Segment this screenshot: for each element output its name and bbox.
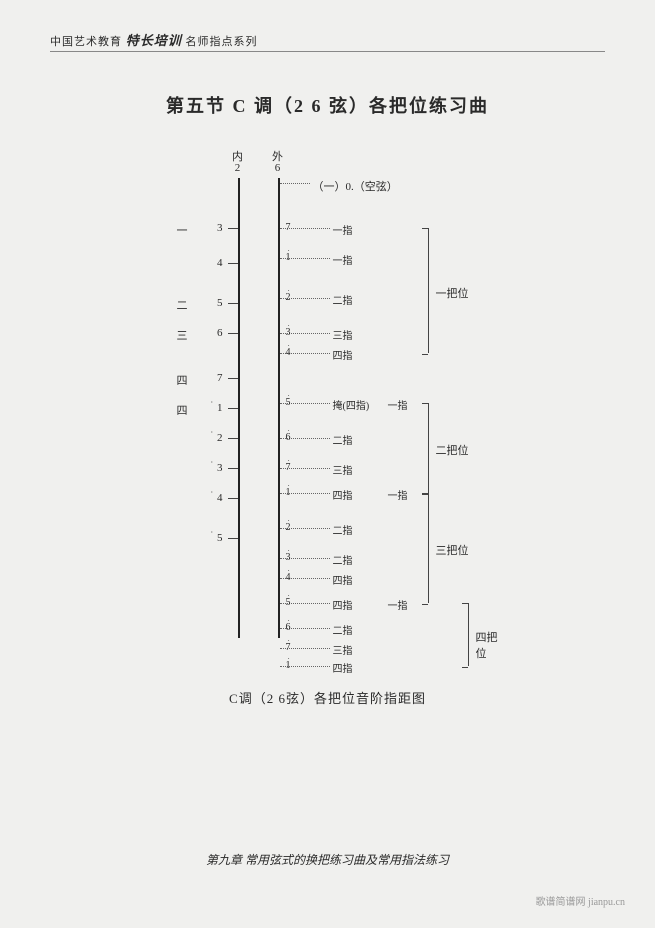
right-dot-11: · — [288, 567, 290, 575]
right-dot-14: · — [288, 637, 290, 645]
left-cn-5: 四 — [168, 402, 188, 418]
right-num-0: 7 — [286, 222, 291, 233]
position-label-3: 四把位 — [476, 629, 508, 661]
left-dot-9: · — [211, 528, 214, 537]
footer-chapter: 第九章 常用弦式的换把练习曲及常用指法练习 — [0, 851, 655, 868]
page: 中国艺术教育 特长培训 名师指点系列 第五节 C 调（2 6 弦）各把位练习曲 … — [50, 30, 605, 707]
extra-finger-8: 一指 — [388, 487, 408, 502]
finger-14: 三指 — [333, 642, 353, 657]
position-label-1: 二把位 — [436, 442, 469, 458]
finger-5: 掩(四指) — [333, 397, 370, 412]
finger-6: 二指 — [333, 432, 353, 447]
inner-string — [238, 178, 240, 638]
open-dash — [280, 183, 310, 184]
right-dot-3: · — [288, 322, 290, 330]
left-tick-9 — [228, 538, 238, 539]
fingering-diagram: 内2外6（一）0.（空弦）一34二5三6四7四1·2·3·4·5·7一指1·一指… — [148, 148, 508, 668]
bracket-top-0 — [422, 228, 428, 230]
bracket-top-3 — [462, 603, 468, 605]
outer-num-label: 6 — [268, 162, 288, 174]
bracket-bot-2 — [422, 603, 428, 605]
finger-11: 四指 — [333, 572, 353, 587]
extra-finger-12: 一指 — [388, 597, 408, 612]
position-label-2: 三把位 — [436, 542, 469, 558]
header-bold: 特长培训 — [126, 33, 182, 48]
finger-9: 二指 — [333, 522, 353, 537]
right-dot-9: · — [288, 517, 290, 525]
finger-7: 三指 — [333, 462, 353, 477]
open-string-label: （一）0.（空弦） — [313, 178, 398, 194]
left-tick-8 — [228, 498, 238, 499]
bracket-0 — [428, 228, 429, 353]
left-tick-3 — [228, 333, 238, 334]
left-tick-7 — [228, 468, 238, 469]
finger-3: 三指 — [333, 327, 353, 342]
finger-4: 四指 — [333, 347, 353, 362]
page-title: 第五节 C 调（2 6 弦）各把位练习曲 — [50, 92, 605, 118]
left-cn-4: 四 — [168, 372, 188, 388]
left-tick-0 — [228, 228, 238, 229]
finger-15: 四指 — [333, 660, 353, 675]
left-num-3: 6 — [203, 327, 223, 339]
left-tick-6 — [228, 438, 238, 439]
left-num-1: 4 — [203, 257, 223, 269]
finger-1: 一指 — [333, 252, 353, 267]
finger-10: 二指 — [333, 552, 353, 567]
bracket-top-1 — [422, 403, 428, 405]
right-dot-12: · — [288, 592, 290, 600]
diagram-caption: C调（2 6弦）各把位音阶指距图 — [50, 688, 605, 707]
right-dot-13: · — [288, 617, 290, 625]
right-dot-5: · — [288, 392, 290, 400]
right-dot-2: · — [288, 287, 290, 295]
finger-0: 一指 — [333, 222, 353, 237]
left-tick-1 — [228, 263, 238, 264]
right-dot-7: · — [288, 457, 290, 465]
right-dot-15: · — [288, 655, 290, 663]
bracket-2 — [428, 493, 429, 603]
left-tick-4 — [228, 378, 238, 379]
right-dot-1: · — [288, 247, 290, 255]
finger-13: 二指 — [333, 622, 353, 637]
finger-2: 二指 — [333, 292, 353, 307]
inner-num-label: 2 — [228, 162, 248, 174]
left-dot-5: · — [211, 398, 214, 407]
watermark: 歌谱简谱网 jianpu.cn — [536, 893, 625, 908]
left-cn-3: 三 — [168, 327, 188, 343]
extra-finger-5: 一指 — [388, 397, 408, 412]
left-cn-2: 二 — [168, 297, 188, 313]
right-dot-10: · — [288, 547, 290, 555]
header-right: 名师指点系列 — [186, 36, 258, 48]
finger-8: 四指 — [333, 487, 353, 502]
right-dot-8: · — [288, 482, 290, 490]
left-dot-8: · — [211, 488, 214, 497]
bracket-bot-3 — [462, 666, 468, 668]
header-left: 中国艺术教育 — [50, 36, 122, 48]
left-cn-0: 一 — [168, 222, 188, 238]
left-dot-7: · — [211, 458, 214, 467]
right-dot-6: · — [288, 427, 290, 435]
outer-string — [278, 178, 280, 638]
bracket-bot-0 — [422, 353, 428, 355]
bracket-1 — [428, 403, 429, 493]
header: 中国艺术教育 特长培训 名师指点系列 — [50, 30, 605, 52]
bracket-top-2 — [422, 493, 428, 495]
left-num-0: 3 — [203, 222, 223, 234]
left-num-4: 7 — [203, 372, 223, 384]
position-label-0: 一把位 — [436, 285, 469, 301]
left-dot-6: · — [211, 428, 214, 437]
left-tick-5 — [228, 408, 238, 409]
finger-12: 四指 — [333, 597, 353, 612]
left-tick-2 — [228, 303, 238, 304]
left-num-2: 5 — [203, 297, 223, 309]
bracket-3 — [468, 603, 469, 666]
right-dot-4: · — [288, 342, 290, 350]
